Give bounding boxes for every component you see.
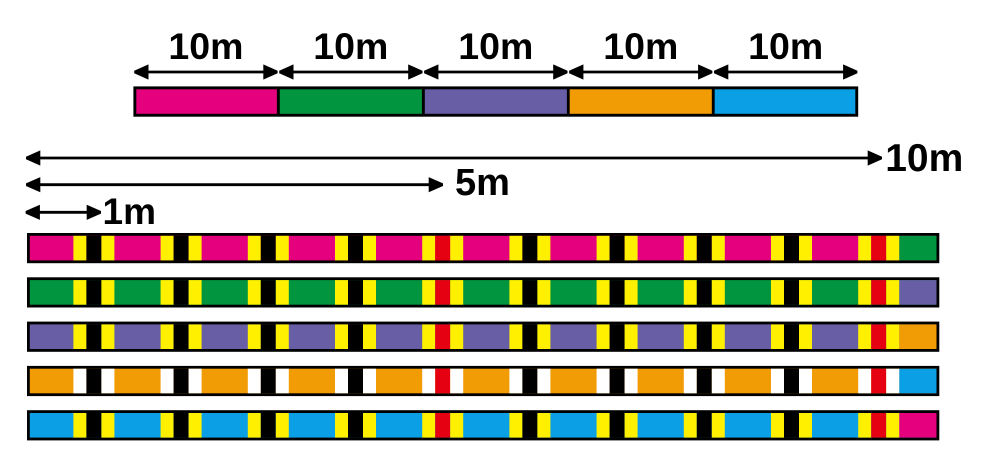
svg-text:10m: 10m (748, 25, 823, 67)
svg-text:10m: 10m (885, 137, 963, 180)
svg-text:5m: 5m (455, 162, 510, 204)
svg-text:10m: 10m (603, 25, 678, 67)
svg-text:10m: 10m (458, 25, 533, 67)
svg-text:10m: 10m (313, 25, 388, 67)
svg-text:1m: 1m (103, 191, 156, 232)
svg-text:10m: 10m (168, 25, 243, 67)
